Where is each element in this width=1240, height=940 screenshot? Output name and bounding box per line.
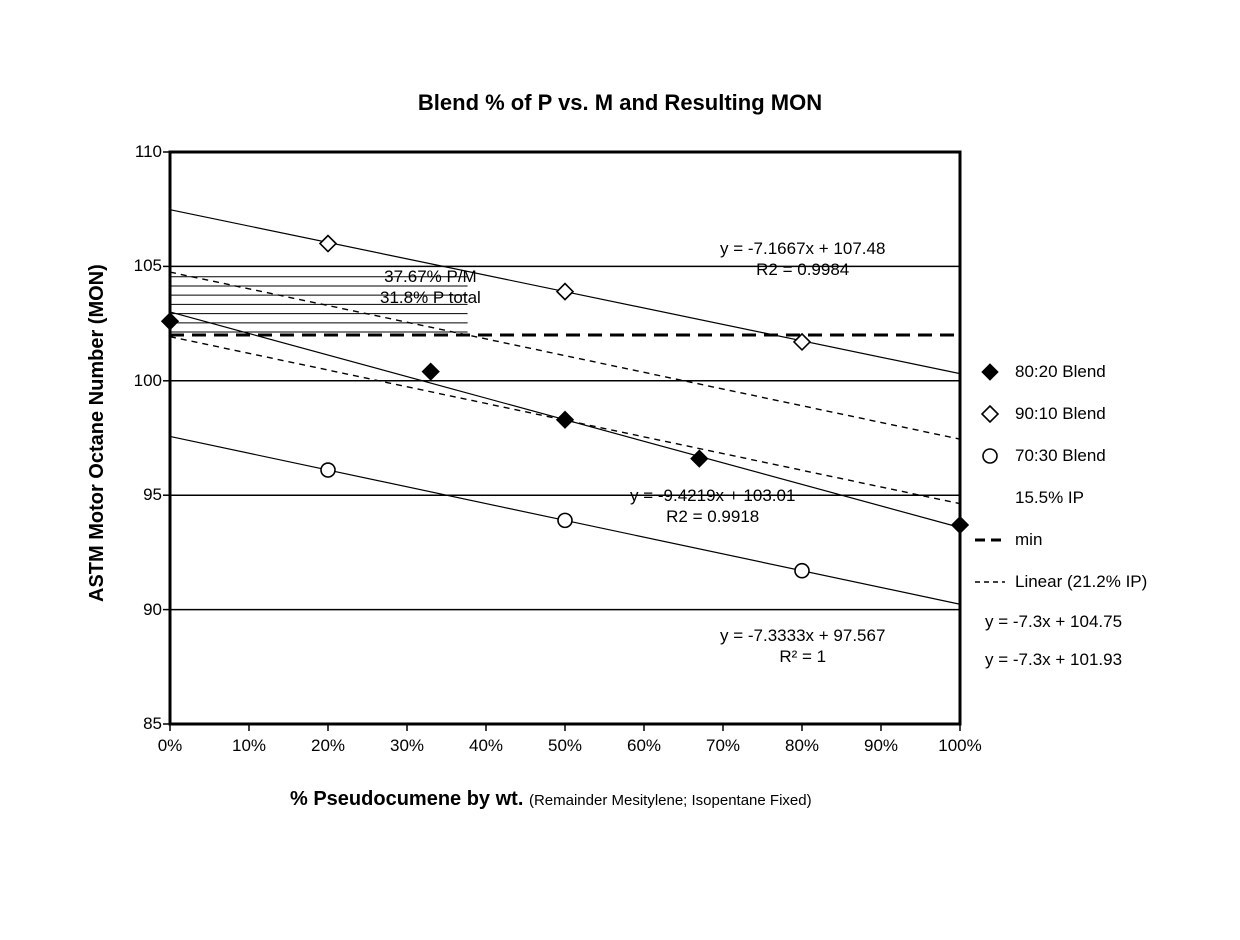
annotation-pm: 37.67% P/M 31.8% P total bbox=[380, 266, 481, 309]
x-tick-label: 60% bbox=[619, 736, 669, 756]
legend-item-min: min bbox=[975, 528, 1147, 552]
y-tick-label: 90 bbox=[122, 600, 162, 620]
annotation-eq-8020-line1: y = -9.4219x + 103.01 bbox=[630, 486, 795, 505]
legend-item-8020: 80:20 Blend bbox=[975, 360, 1147, 384]
legend-label: 15.5% IP bbox=[1015, 488, 1084, 508]
annotation-eq-7030: y = -7.3333x + 97.567 R² = 1 bbox=[720, 625, 885, 668]
chart-page: Blend % of P vs. M and Resulting MON AST… bbox=[0, 0, 1240, 940]
y-tick-label: 105 bbox=[122, 256, 162, 276]
annotation-eq-9010-line1: y = -7.1667x + 107.48 bbox=[720, 239, 885, 258]
x-tick-label: 90% bbox=[856, 736, 906, 756]
annotation-eq-9010: y = -7.1667x + 107.48 R2 = 0.9984 bbox=[720, 238, 885, 281]
y-tick-label: 85 bbox=[122, 714, 162, 734]
annotation-eq-7030-line2: R² = 1 bbox=[779, 647, 826, 666]
annotation-eq-7030-line1: y = -7.3333x + 97.567 bbox=[720, 626, 885, 645]
annotation-pm-line1: 37.67% P/M bbox=[384, 267, 477, 286]
legend-label: 70:30 Blend bbox=[1015, 446, 1106, 466]
x-tick-label: 40% bbox=[461, 736, 511, 756]
legend-item-9010: 90:10 Blend bbox=[975, 402, 1147, 426]
legend-label: 80:20 Blend bbox=[1015, 362, 1106, 382]
legend-item-7030: 70:30 Blend bbox=[975, 444, 1147, 468]
legend-label: Linear (21.2% IP) bbox=[1015, 572, 1147, 592]
x-tick-label: 10% bbox=[224, 736, 274, 756]
x-tick-label: 70% bbox=[698, 736, 748, 756]
x-tick-label: 0% bbox=[145, 736, 195, 756]
y-tick-label: 110 bbox=[122, 142, 162, 162]
x-tick-label: 100% bbox=[935, 736, 985, 756]
x-tick-label: 80% bbox=[777, 736, 827, 756]
legend-eq-lower: y = -7.3x + 101.93 bbox=[985, 650, 1147, 670]
legend-eq-upper: y = -7.3x + 104.75 bbox=[985, 612, 1147, 632]
legend-item-linear-ip: Linear (21.2% IP) bbox=[975, 570, 1147, 594]
annotation-eq-8020-line2: R2 = 0.9918 bbox=[666, 507, 759, 526]
x-tick-label: 30% bbox=[382, 736, 432, 756]
y-tick-label: 95 bbox=[122, 485, 162, 505]
legend-label: 90:10 Blend bbox=[1015, 404, 1106, 424]
x-tick-label: 20% bbox=[303, 736, 353, 756]
legend-item-ip: 15.5% IP bbox=[975, 486, 1147, 510]
annotation-eq-8020: y = -9.4219x + 103.01 R2 = 0.9918 bbox=[630, 485, 795, 528]
annotation-eq-9010-line2: R2 = 0.9984 bbox=[756, 260, 849, 279]
y-tick-label: 100 bbox=[122, 371, 162, 391]
legend-label: min bbox=[1015, 530, 1042, 550]
x-tick-label: 50% bbox=[540, 736, 590, 756]
legend: 80:20 Blend 90:10 Blend 70:30 Blend 15.5… bbox=[975, 360, 1147, 684]
annotation-pm-line2: 31.8% P total bbox=[380, 288, 481, 307]
